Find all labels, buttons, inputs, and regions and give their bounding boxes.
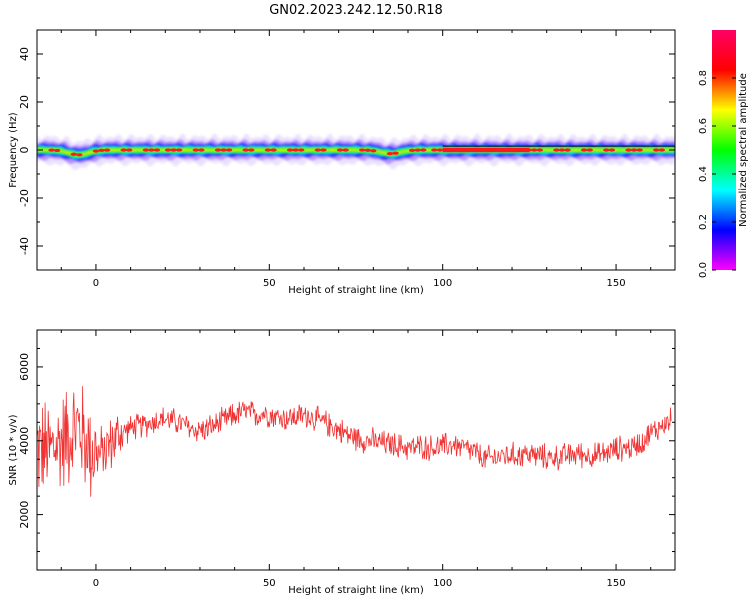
snr-axes-frame [36,329,676,571]
figure-title: GN02.2023.242.12.50.R18 [269,3,443,18]
spectrogram-peak-mark [242,148,249,152]
spectrogram-peak-mark [53,148,61,153]
spectrogram-peak-mark [120,148,127,152]
spectrogram-peak-mark [364,148,371,152]
spectrogram-peak-mark [531,148,538,152]
spectrogram-peak-mark [148,148,155,152]
spectrogram-peak-mark [608,148,616,152]
spectrogram-peak-mark [164,148,172,152]
snr-y-tick-label: 4000 [18,427,31,455]
colorbar-label: Normalized spectral amplitude [738,73,749,227]
colorbar-gradient [712,30,736,270]
snr-x-ticks: 0 50 100 150 [60,330,652,589]
colorbar: 0.0 0.2 0.4 0.6 0.8 Normalized spectral ampl… [698,30,749,278]
spectrogram-x-axis-label: Height of straight line (km) [288,285,424,296]
spectrogram-peak-mark [314,148,322,152]
colorbar-tick-label: 0.6 [698,118,709,134]
spectrogram-peak-mark [392,151,399,155]
spectrogram-peak-mark [98,148,105,152]
colorbar-tick-label: 0.8 [698,70,709,86]
spectrogram-y-tick-label: 40 [18,47,31,61]
spectrogram-peak-mark [342,148,349,152]
snr-x-axis-label: Height of straight line (km) [288,585,424,596]
spectrogram-peak-mark [76,153,83,157]
colorbar-tick-label: 0.2 [698,214,709,230]
spectrogram-peak-mark [192,148,200,152]
spectrogram-peak-mark [536,148,543,152]
spectrogram-peak-mark [214,148,222,152]
spectrogram-peak-mark [580,148,588,152]
spectrogram-peak-mark [70,152,77,156]
spectrogram-peak-mark [586,148,593,152]
snr-x-tick-label: 100 [433,578,452,589]
spectrogram-peak-mark [153,148,161,152]
snr-panel: 0 50 100 150 2000 4000 6000 Height of straigh… [8,329,676,596]
spectrogram-peak-mark [431,148,438,152]
spectrogram-peak-mark [370,149,377,153]
spectrogram-peak-mark [320,148,327,152]
spectrogram-peak-mark [170,148,177,152]
spectrogram-peak-mark [142,148,150,152]
spectrogram-peak-mark [103,148,111,152]
spectrogram-peak-mark [248,148,255,152]
spectrogram-peak-mark [175,148,183,152]
spectrogram-peak-mark [436,148,444,152]
spectrogram-x-tick-label: 100 [433,278,452,289]
colorbar-tick-label: 0.4 [698,166,709,182]
spectrogram-peak-mark [625,148,632,152]
spectrogram-peak-mark [558,148,566,152]
spectrogram-x-ticks: 0 50 100 150 [60,30,652,289]
spectrogram-peak-mark [48,148,55,152]
spectrogram-peak-mark [220,148,227,152]
spectrogram-peak-mark [636,148,643,152]
spectrogram-peak-mark [408,148,416,152]
spectrogram-peak-mark [92,149,100,153]
snr-x-tick-label: 150 [607,578,626,589]
spectrogram-peak-mark [225,148,233,152]
spectrogram-x-tick-label: 150 [607,278,626,289]
spectrogram-peak-mark [126,148,133,152]
spectrogram-peak-mark [630,148,638,152]
colorbar-ticks: 0.0 0.2 0.4 0.6 0.8 [698,70,736,278]
snr-y-tick-label: 6000 [18,353,31,381]
spectrogram-peak-mark [386,151,394,156]
spectrogram-peak-mark [298,148,305,152]
spectrogram-peak-mark [658,148,666,152]
spectrogram-peak-mark [653,148,660,152]
snr-series-line [37,386,672,497]
spectrogram-y-axis-label: Frequency (Hz) [8,112,19,188]
spectrogram-peak-mark [553,148,560,152]
snr-y-axis-label: SNR (10 * v/v) [8,414,19,485]
spectrogram-peak-mark [603,148,610,152]
spectrogram-x-tick-label: 50 [263,278,276,289]
colorbar-tick-label: 0.0 [698,262,709,278]
spectrogram-peak-mark [336,148,344,152]
snr-y-tick-label: 2000 [18,501,31,529]
spectrogram-strong-segment [442,147,530,153]
spectrogram-peak-mark [420,148,427,152]
spectrogram-peak-mark [270,148,277,152]
spectrogram-y-tick-label: -40 [18,237,31,255]
snr-y-ticks: 2000 4000 6000 [18,329,675,571]
spectrogram-y-tick-label: 20 [18,95,31,109]
spectrogram-y-ticks: -40 -20 0 20 40 [18,29,675,271]
spectrogram-image [37,133,675,171]
spectrogram-peak-mark [414,148,421,152]
spectrogram-peak-mark [264,148,272,152]
spectrogram-peak-mark [198,148,205,152]
snr-x-tick-label: 50 [263,578,276,589]
spectrogram-peak-mark [359,148,366,152]
spectrogram-peak-mark [292,148,299,152]
spectrogram-peak-mark [286,148,294,152]
spectrogram-y-tick-label: -20 [18,189,31,207]
spectrogram-panel: 0 50 100 150 -40 -20 0 20 40 Height of straight… [8,29,676,296]
spectrogram-x-tick-label: 0 [93,278,99,289]
spectrogram-y-tick-label: 0 [18,147,31,154]
snr-x-tick-label: 0 [93,578,99,589]
spectrogram-peak-mark [564,148,571,152]
